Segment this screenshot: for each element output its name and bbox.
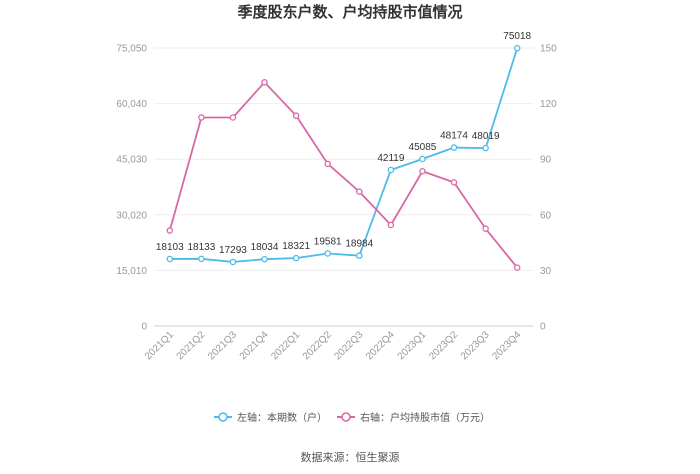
- series-2-point: [450, 179, 458, 186]
- series-2-point: [166, 227, 174, 234]
- x-tick-label: 2022Q2: [301, 329, 334, 362]
- left-tick-label: 60,040: [116, 99, 147, 110]
- series-1-point: [482, 144, 489, 152]
- data-label: 48174: [440, 131, 468, 142]
- legend-item-series-2[interactable]: 右轴：户均持股市值（万元）: [337, 411, 490, 424]
- x-axis-ticks: 2021Q12021Q22021Q32021Q42022Q12022Q22022…: [143, 329, 524, 362]
- left-tick-label: 45,030: [116, 155, 147, 166]
- legend[interactable]: 左轴：本期数（户） 右轴：户均持股市值（万元）: [214, 411, 490, 424]
- series-2-point: [261, 79, 268, 86]
- legend-swatch-marker: [218, 412, 228, 422]
- data-label: 42119: [377, 153, 405, 164]
- right-axis-ticks: 0 30 60 90 120 150: [540, 44, 557, 333]
- x-tick-label: 2022Q4: [364, 329, 397, 362]
- left-tick-label: 75,050: [116, 44, 147, 55]
- series-2-point: [387, 221, 395, 229]
- data-label: 18984: [345, 239, 373, 250]
- data-labels: 18103 18133 17293 18034 18321 19581 18984 42119…: [156, 31, 532, 256]
- x-tick-label: 2022Q1: [269, 329, 302, 362]
- series-2-point: [229, 114, 237, 121]
- x-tick-label: 2023Q1: [396, 329, 429, 362]
- legend-item-series-1[interactable]: 左轴：本期数（户）: [214, 411, 327, 424]
- series-1-point: [513, 44, 521, 52]
- data-label: 19581: [314, 236, 342, 247]
- series-1-point: [324, 250, 331, 257]
- series-2-point: [419, 167, 426, 175]
- right-tick-label: 90: [540, 155, 552, 166]
- series-2-point: [356, 188, 363, 195]
- right-tick-label: 150: [540, 44, 557, 55]
- gridlines: [154, 47, 533, 327]
- left-tick-label: 30,020: [116, 210, 147, 221]
- data-label: 18133: [187, 242, 215, 253]
- right-tick-label: 60: [540, 210, 552, 221]
- series-2-point: [513, 264, 521, 271]
- x-tick-label: 2023Q3: [459, 329, 492, 362]
- series-2-point: [482, 225, 489, 232]
- series-1-point: [450, 144, 458, 151]
- series-1-point: [261, 255, 268, 263]
- series-1-point: [229, 258, 237, 266]
- series-1-point: [387, 166, 395, 174]
- series-1-point: [292, 254, 300, 262]
- legend-label: 左轴：本期数（户）: [237, 411, 327, 424]
- left-axis-ticks: 0 15,010 30,020 45,030 60,040 75,050: [116, 44, 147, 333]
- data-label: 18103: [156, 242, 184, 253]
- data-label: 48019: [472, 131, 500, 142]
- series-1-point: [166, 255, 174, 263]
- left-tick-label: 0: [141, 322, 147, 333]
- x-tick-label: 2023Q2: [427, 329, 460, 362]
- data-label: 18034: [251, 242, 279, 253]
- series-line-2: [168, 80, 518, 269]
- series-1-point: [419, 155, 426, 163]
- series-1-point: [356, 252, 363, 259]
- legend-label: 右轴：户均持股市值（万元）: [360, 411, 490, 424]
- chart-title: 季度股东户数、户均持股市值情况: [237, 3, 462, 21]
- series-points: [166, 44, 521, 271]
- data-label: 75018: [503, 31, 531, 42]
- legend-swatch-marker: [341, 412, 351, 422]
- series-1-point: [198, 255, 205, 263]
- left-tick-label: 15,010: [116, 266, 147, 277]
- source-note: 数据来源：恒生聚源: [301, 450, 400, 464]
- right-tick-label: 0: [540, 322, 546, 333]
- x-tick-label: 2021Q4: [238, 329, 271, 362]
- data-label: 17293: [219, 245, 247, 256]
- x-tick-label: 2023Q4: [490, 329, 523, 362]
- series-line-1: [169, 47, 519, 263]
- x-tick-label: 2021Q3: [206, 329, 239, 362]
- data-label: 45085: [409, 142, 437, 153]
- data-label: 18321: [282, 241, 310, 252]
- series-2-point: [292, 112, 300, 119]
- series-lines: [168, 47, 519, 269]
- series-2-point: [324, 160, 331, 168]
- series-2-point: [198, 114, 205, 121]
- right-tick-label: 120: [540, 99, 557, 110]
- x-tick-label: 2022Q3: [332, 329, 365, 362]
- right-tick-label: 30: [540, 266, 552, 277]
- x-tick-label: 2021Q2: [175, 329, 208, 362]
- x-tick-label: 2021Q1: [143, 329, 176, 362]
